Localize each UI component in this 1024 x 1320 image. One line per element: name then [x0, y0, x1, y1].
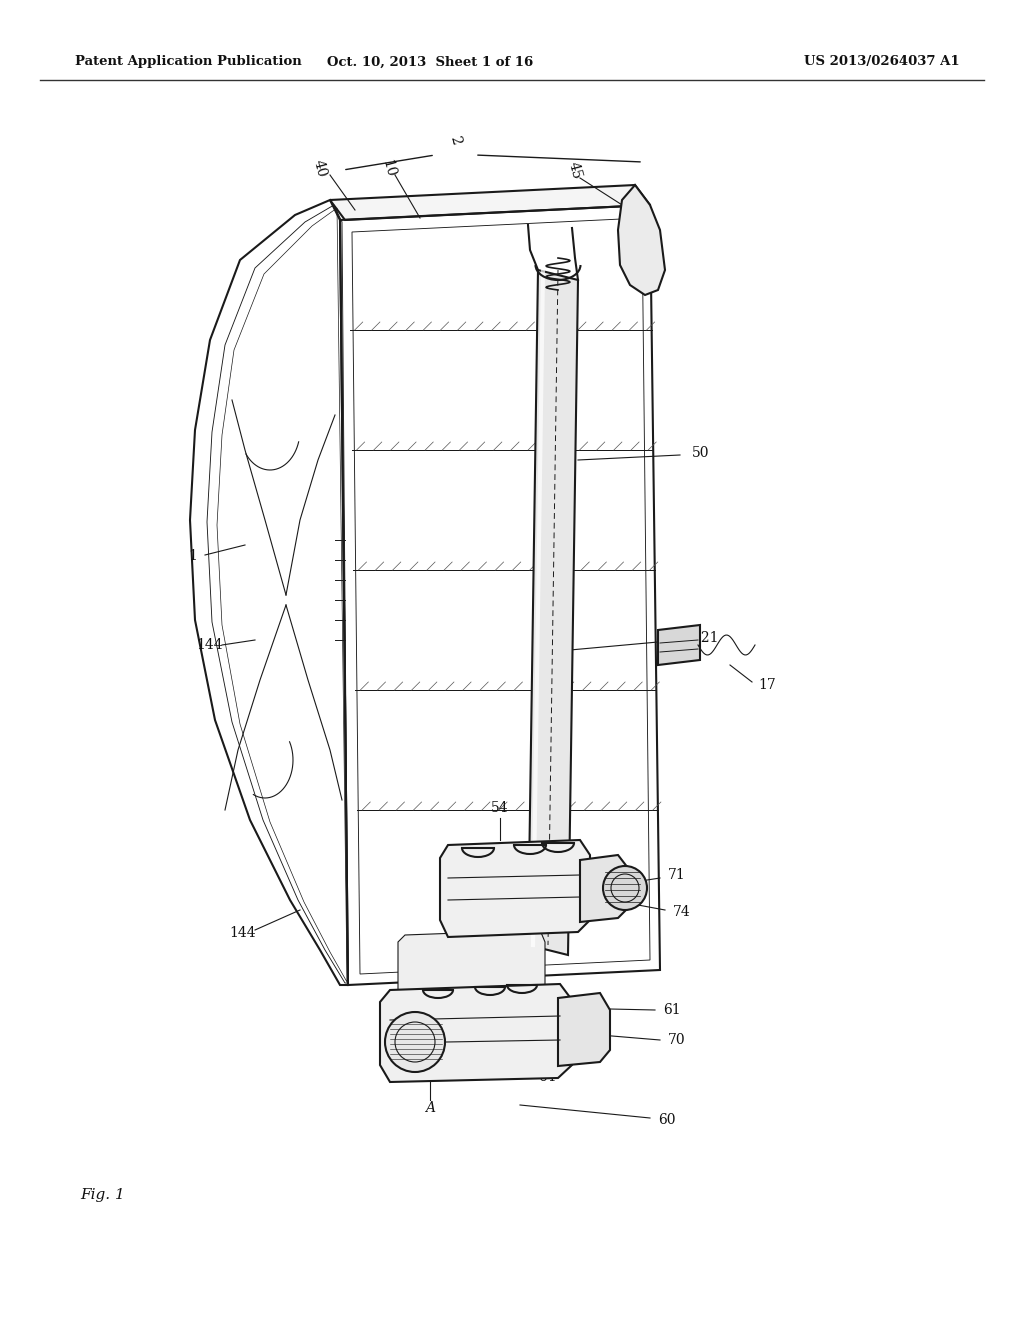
Polygon shape [398, 931, 545, 1001]
Text: 64: 64 [538, 1071, 556, 1084]
Text: 45: 45 [566, 160, 584, 181]
Text: Patent Application Publication: Patent Application Publication [75, 55, 302, 69]
Text: 54: 54 [492, 801, 509, 814]
Polygon shape [440, 840, 590, 937]
Circle shape [385, 1012, 445, 1072]
Polygon shape [380, 983, 572, 1082]
Text: US 2013/0264037 A1: US 2013/0264037 A1 [805, 55, 961, 69]
Text: A: A [515, 979, 525, 993]
Text: 53: 53 [423, 972, 440, 985]
Text: 70: 70 [668, 1034, 686, 1047]
Text: 74: 74 [673, 906, 691, 919]
Text: 40: 40 [311, 157, 329, 178]
Text: 144: 144 [197, 638, 223, 652]
Text: 17: 17 [758, 678, 776, 692]
Text: 1: 1 [188, 549, 198, 564]
Text: Oct. 10, 2013  Sheet 1 of 16: Oct. 10, 2013 Sheet 1 of 16 [327, 55, 534, 69]
Text: 71: 71 [668, 869, 686, 882]
Text: A: A [425, 1101, 435, 1115]
Text: 144: 144 [229, 927, 256, 940]
Text: 2: 2 [447, 133, 463, 147]
Polygon shape [618, 185, 665, 294]
Text: 60: 60 [658, 1113, 676, 1127]
Text: Fig. 1: Fig. 1 [80, 1188, 125, 1203]
Text: 61: 61 [663, 1003, 681, 1016]
Polygon shape [658, 624, 700, 665]
Polygon shape [190, 201, 348, 985]
Polygon shape [558, 993, 610, 1067]
Polygon shape [330, 185, 650, 220]
Polygon shape [528, 271, 578, 954]
Polygon shape [580, 855, 628, 921]
Text: 121: 121 [692, 631, 719, 645]
Circle shape [603, 866, 647, 909]
Text: 50: 50 [692, 446, 710, 459]
Text: 10: 10 [379, 157, 397, 178]
